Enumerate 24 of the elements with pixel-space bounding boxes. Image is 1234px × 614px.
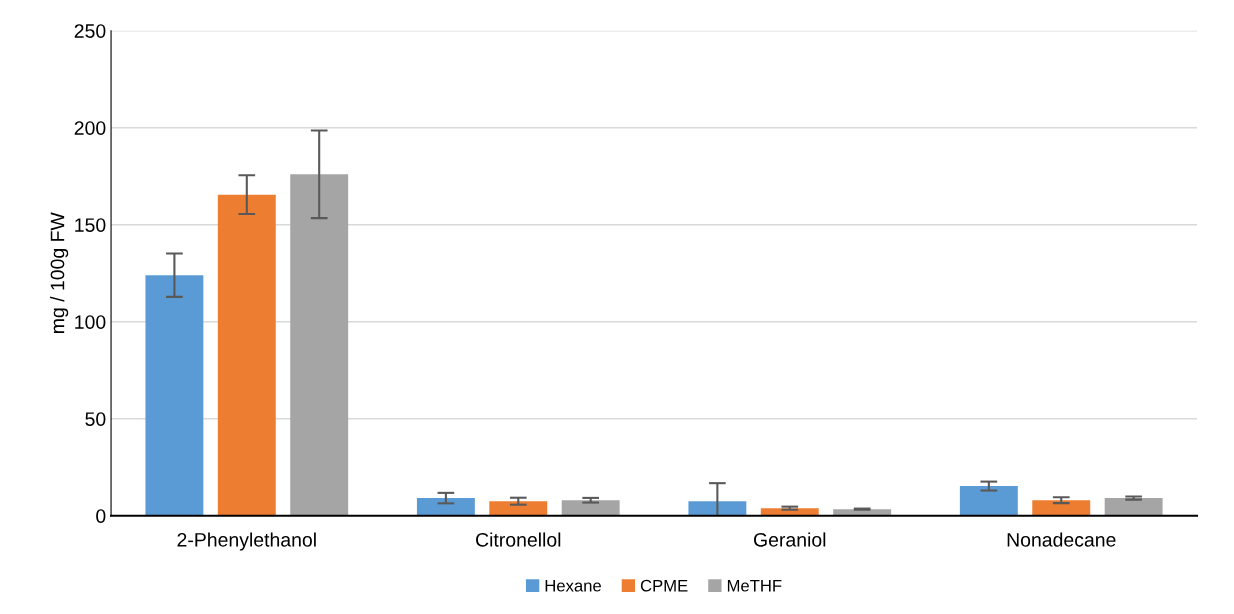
bar bbox=[1032, 500, 1091, 516]
x-tick-label: Nonadecane bbox=[1007, 532, 1116, 547]
bar bbox=[561, 500, 620, 516]
y-axis-title: mg / 100g FW bbox=[50, 212, 69, 333]
bar bbox=[959, 486, 1018, 516]
y-tick-label: 0 bbox=[96, 509, 106, 523]
y-tick-label: 200 bbox=[74, 121, 106, 135]
x-tick-label: 2-Phenylethanol bbox=[177, 532, 316, 551]
y-tick-label: 250 bbox=[74, 24, 106, 38]
x-tick-label: Citronellol bbox=[476, 532, 561, 547]
y-tick-label: 50 bbox=[85, 412, 106, 426]
bar bbox=[1104, 498, 1163, 516]
legend-label: CPME bbox=[640, 579, 688, 592]
bar bbox=[688, 501, 747, 516]
bar bbox=[416, 498, 475, 516]
y-tick-label: 100 bbox=[75, 315, 106, 329]
legend-label: MeTHF bbox=[727, 579, 782, 592]
legend-label: Hexane bbox=[545, 579, 601, 592]
bar bbox=[489, 501, 548, 516]
x-tick-label: Geraniol bbox=[753, 532, 826, 547]
y-tick-label: 150 bbox=[75, 218, 106, 232]
bar bbox=[145, 275, 204, 516]
bar bbox=[217, 194, 276, 516]
bar bbox=[290, 174, 349, 516]
